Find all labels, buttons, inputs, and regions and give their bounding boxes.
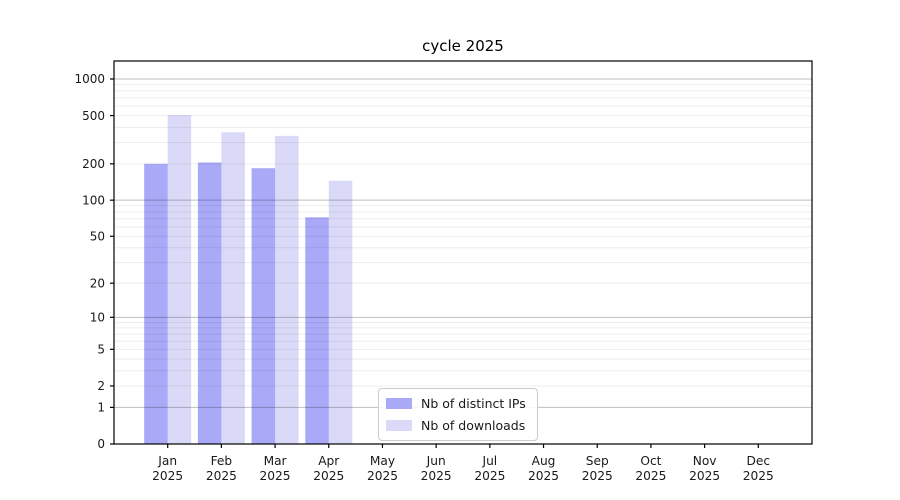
y-tick-label: 100 [82, 193, 105, 207]
y-tick-label: 1 [97, 401, 105, 415]
x-tick-label-year: 2025 [474, 469, 505, 483]
bar-mar-distinct-ips [251, 168, 276, 445]
y-tick-label: 10 [90, 311, 105, 325]
bar-jan-downloads [167, 115, 192, 444]
x-tick-label-month: Dec [747, 454, 771, 468]
bar-apr-distinct-ips [305, 217, 329, 444]
legend-label-downloads: Nb of downloads [421, 417, 526, 433]
legend-swatch-downloads-icon [386, 419, 412, 431]
x-tick-label-year: 2025 [313, 469, 344, 483]
legend-item-distinct-ips: Nb of distinct IPs [386, 395, 526, 411]
plot-frame [113, 60, 813, 445]
x-tick-label-month: Nov [693, 454, 717, 468]
x-tick-label-month: Aug [532, 454, 556, 468]
x-tick-label-year: 2025 [421, 469, 452, 483]
y-tick-label: 200 [82, 157, 105, 171]
legend-swatch-distinct-ips-icon [386, 397, 412, 409]
y-tick-label: 500 [82, 109, 105, 123]
x-tick-label-month: Mar [264, 454, 288, 468]
y-tick-label: 0 [97, 437, 105, 451]
legend-label-distinct-ips: Nb of distinct IPs [421, 395, 526, 411]
y-tick-label: 5 [97, 343, 105, 357]
x-tick-label-month: Jun [426, 454, 446, 468]
x-tick-label-year: 2025 [260, 469, 291, 483]
x-tick-label-year: 2025 [689, 469, 720, 483]
y-tick-label: 2 [97, 379, 105, 393]
bar-mar-downloads [275, 135, 299, 444]
y-tick-label: 50 [90, 229, 105, 243]
x-tick-label-month: May [370, 454, 395, 468]
y-tick-label: 20 [90, 276, 105, 290]
x-tick-label-year: 2025 [743, 469, 774, 483]
legend-item-downloads: Nb of downloads [386, 417, 526, 433]
legend: Nb of distinct IPs Nb of downloads [378, 388, 538, 441]
x-tick-label-month: Apr [318, 454, 340, 468]
x-tick-label-year: 2025 [206, 469, 237, 483]
x-tick-label-year: 2025 [528, 469, 559, 483]
x-tick-label-month: Oct [640, 454, 661, 468]
bar-apr-downloads [328, 180, 353, 444]
x-tick-label-year: 2025 [582, 469, 613, 483]
bar-feb-downloads [221, 132, 245, 445]
x-tick-label-year: 2025 [635, 469, 666, 483]
x-tick-label-month: Jan [157, 454, 177, 468]
x-tick-label-month: Sep [586, 454, 609, 468]
chart-title: cycle 2025 [422, 37, 504, 55]
x-tick-label-month: Feb [211, 454, 233, 468]
x-tick-label-year: 2025 [367, 469, 398, 483]
x-tick-label-year: 2025 [152, 469, 183, 483]
x-tick-label-month: Jul [481, 454, 497, 468]
y-tick-label: 1000 [74, 72, 105, 86]
bar-feb-distinct-ips [197, 162, 222, 444]
bar-jan-distinct-ips [144, 163, 168, 444]
